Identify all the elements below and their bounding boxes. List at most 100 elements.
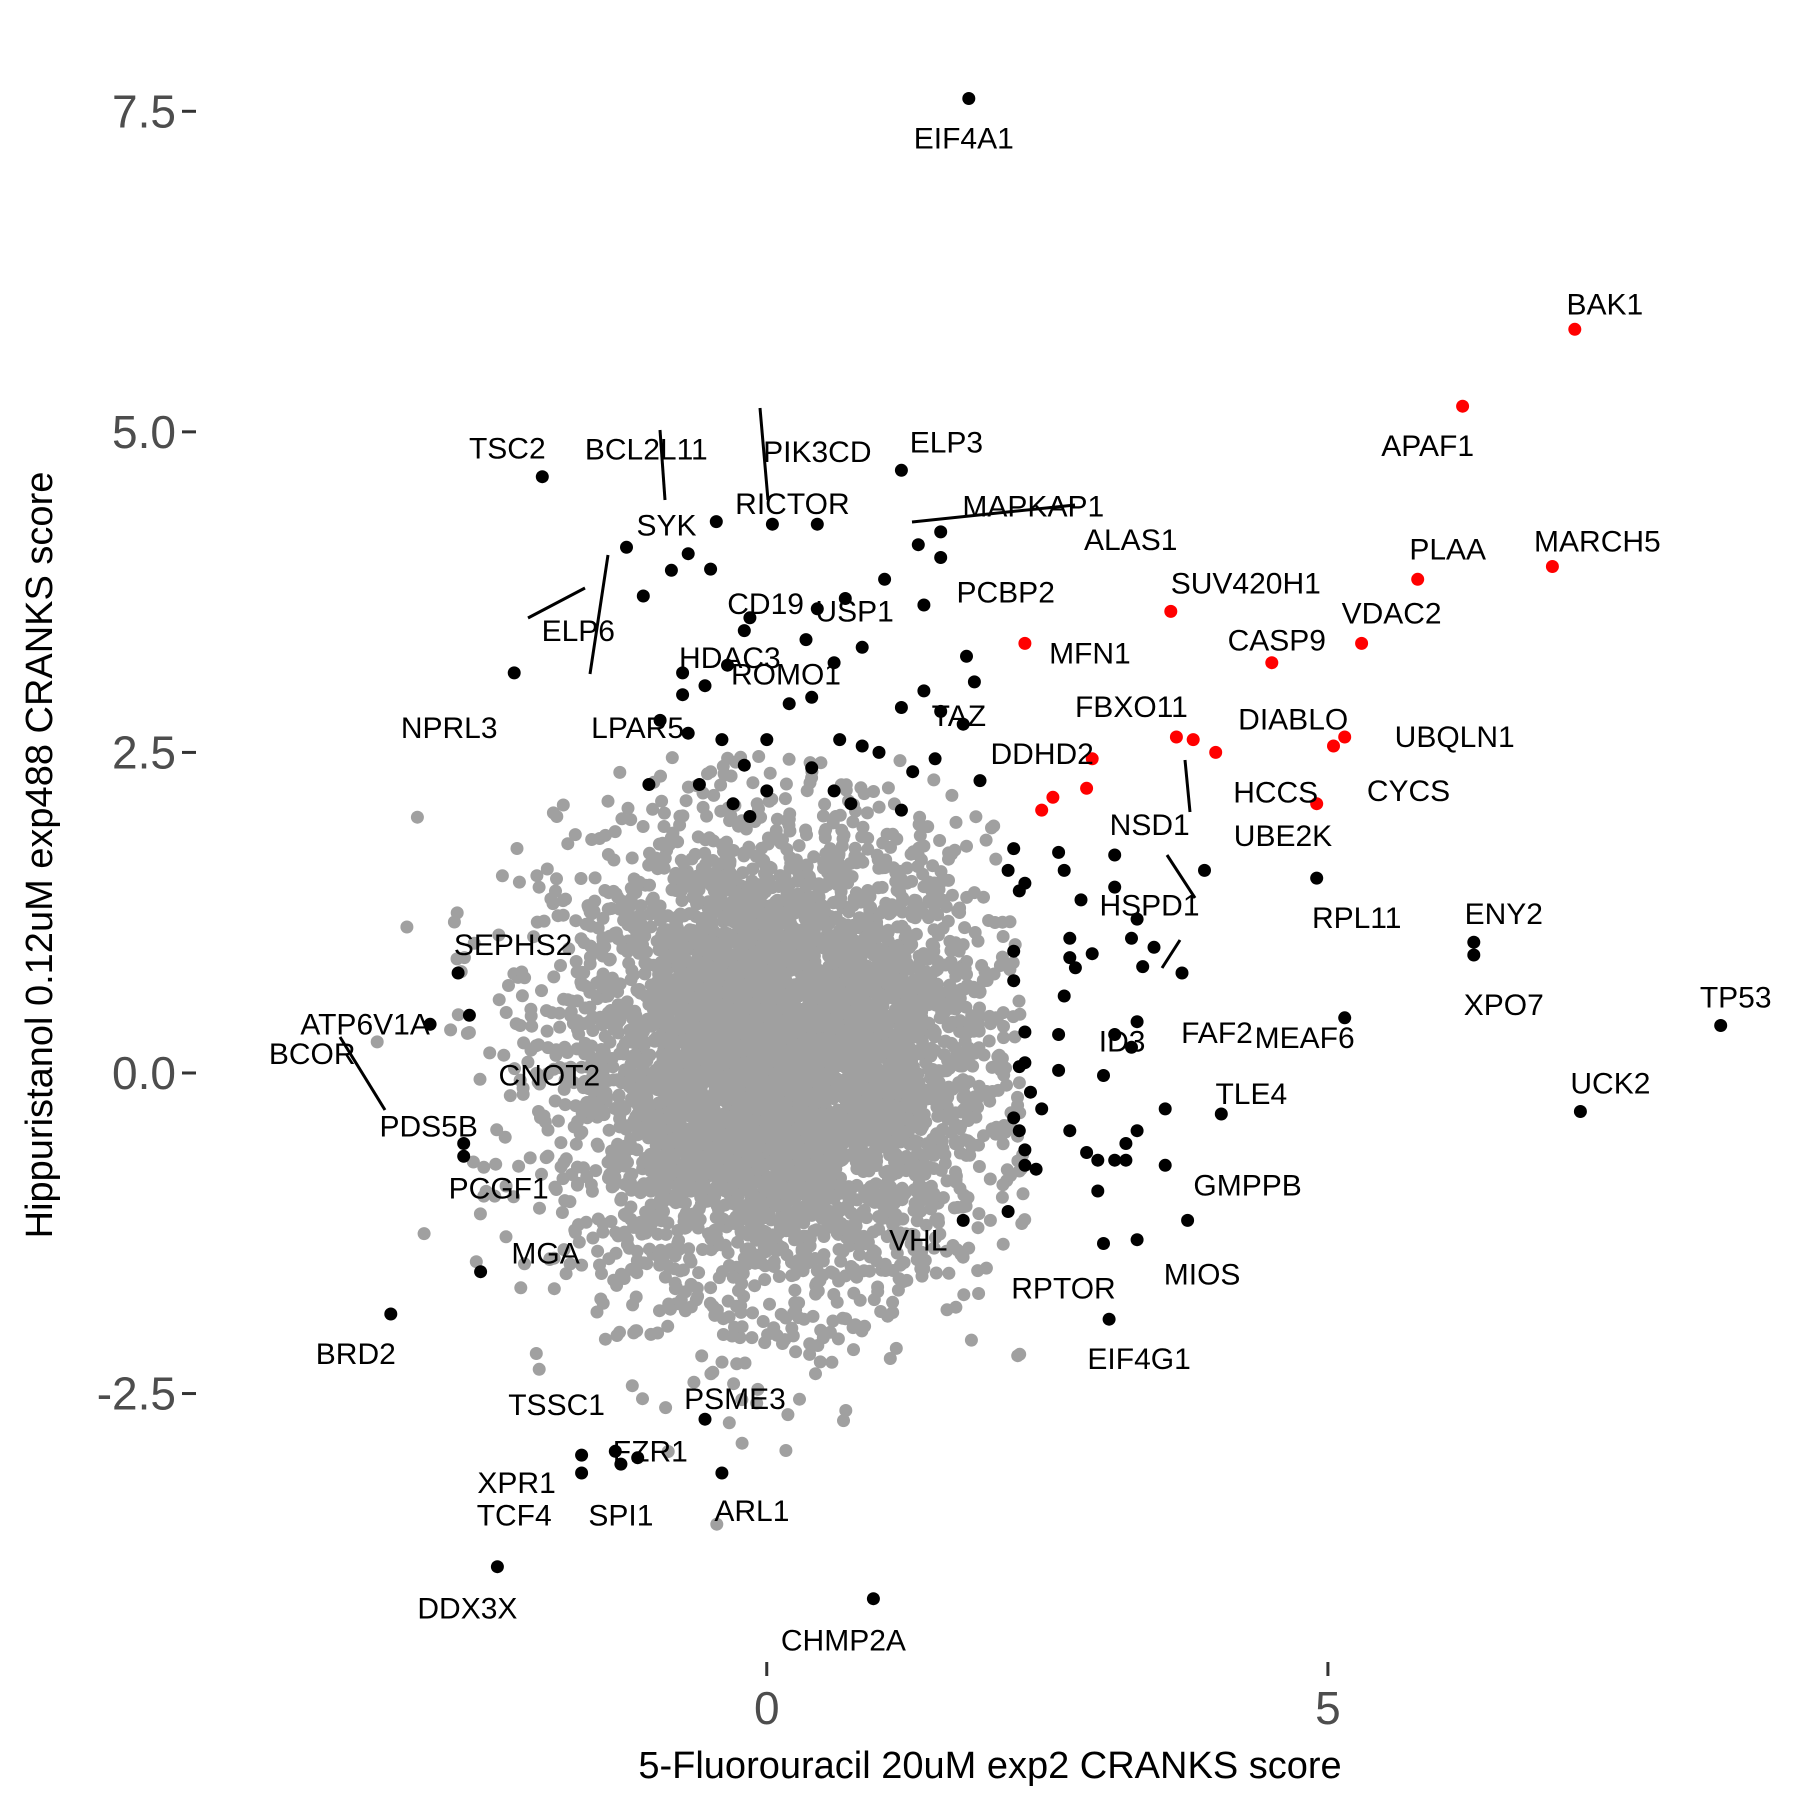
background-point [746,1033,760,1047]
background-point [540,862,554,876]
background-point [678,1304,692,1318]
background-point [756,1124,770,1138]
background-point [767,1155,781,1169]
background-point [523,1151,537,1165]
background-point [499,1230,513,1244]
background-point [798,1112,812,1126]
background-point [589,1164,603,1178]
background-point [823,842,837,856]
background-point [839,1404,853,1417]
background-point [948,1137,962,1151]
background-point [871,1285,885,1299]
background-point [781,1056,795,1070]
background-point [663,1302,677,1316]
background-point [696,1243,709,1256]
background-point [722,1259,736,1272]
background-point [657,1032,671,1046]
background-point [640,1104,654,1118]
background-point [813,1355,827,1369]
background-point [665,1148,679,1161]
background-point [820,1189,834,1203]
background-point [715,838,729,852]
background-point [795,1242,809,1256]
background-point [866,1047,880,1060]
background-point [535,984,548,998]
background-point [737,849,751,863]
background-point [613,1325,626,1339]
background-point [561,837,575,851]
background-point [585,833,599,846]
background-point [807,850,821,864]
background-point [736,1266,750,1280]
background-point [750,797,764,811]
background-point [644,857,658,871]
background-point [609,1226,623,1239]
background-point [920,1092,934,1106]
background-point [784,947,798,960]
background-point [763,766,777,780]
background-point [969,810,983,824]
background-point [853,935,866,949]
background-point [872,1022,886,1036]
background-point [849,1034,863,1048]
background-point [795,1079,809,1093]
background-point [466,1155,480,1169]
background-point [596,931,610,945]
background-point [532,1362,546,1376]
background-point [816,918,830,931]
background-point [659,1401,673,1415]
background-point [664,1073,678,1087]
background-point [618,1102,632,1116]
background-points [370,750,1032,1531]
background-point [864,933,878,947]
background-point [668,1282,682,1296]
background-point [644,978,658,992]
background-point [932,1216,945,1229]
background-point [675,894,689,907]
background-point [829,1082,843,1096]
background-point [568,828,582,842]
background-point [508,1062,521,1076]
background-point [767,1321,781,1335]
background-point [636,1155,650,1169]
background-point [782,752,796,766]
background-point [758,1273,772,1287]
background-point [554,959,567,972]
background-point [691,1289,705,1303]
background-point [591,1139,605,1153]
background-point [930,1100,944,1114]
background-point [667,988,681,1002]
background-point [987,967,1001,981]
background-point [665,1134,679,1148]
background-point [565,994,578,1008]
background-point [657,861,671,875]
background-point [544,892,558,906]
background-point [965,1009,979,1023]
background-point [770,812,784,826]
background-point [971,934,985,948]
background-point [980,1085,994,1098]
background-point [629,1324,643,1338]
background-point [529,1039,543,1053]
background-point [772,1270,786,1283]
background-point [972,1287,986,1300]
background-point [610,1278,624,1292]
background-point [673,907,687,921]
background-point [598,1332,612,1346]
background-point [570,1160,584,1174]
background-point [914,1262,928,1276]
background-point [578,1047,592,1061]
background-point [979,1261,993,1275]
background-point [625,1379,639,1393]
background-point [809,1042,823,1056]
background-point [714,778,728,792]
background-point [936,1064,950,1078]
background-point [854,1022,868,1036]
background-point [533,1201,546,1215]
background-point [816,994,830,1008]
background-point [682,1242,696,1256]
background-point [995,1190,1009,1204]
background-point [858,979,872,993]
background-point [972,1023,986,1037]
background-point [704,1232,718,1246]
